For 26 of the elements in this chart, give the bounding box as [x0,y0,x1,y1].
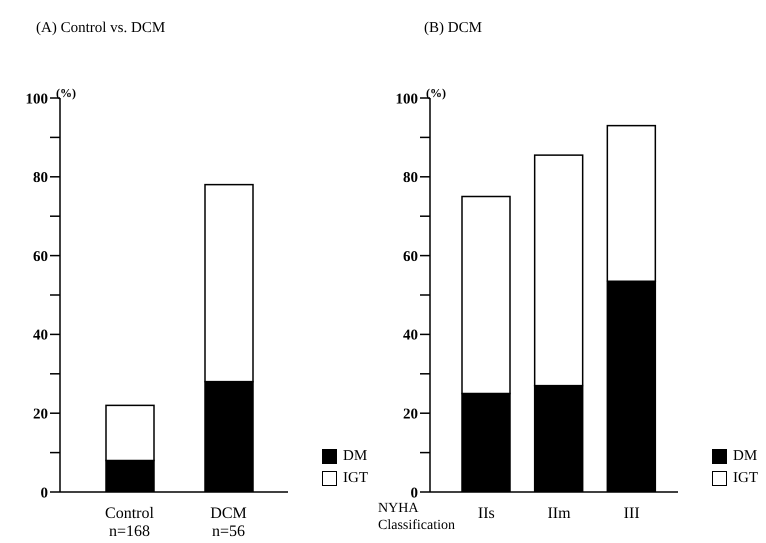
y-tick-label: 100 [26,91,48,108]
y-tick-label: 60 [33,248,48,265]
x-tick-label: IIs [478,505,495,522]
legend-label: DM [733,448,758,464]
y-axis-title: (%) [56,86,76,101]
x-tick-label: III [624,505,640,522]
legend-label: DM [343,448,368,464]
chart-title: (B) DCM [424,20,482,37]
x-tick-label: IIm [547,505,572,522]
y-tick-label: 80 [33,170,48,186]
y-tick-label: 60 [403,248,418,265]
x-tick-label: Control n=168 [105,505,154,540]
y-tick-label: 40 [403,328,418,344]
x-axis-title: NYHA Classification [378,500,456,534]
y-tick-label: 20 [33,406,48,423]
y-tick-label: 40 [33,328,48,344]
y-tick-label: 0 [410,485,418,502]
y-tick-label: 20 [403,406,418,423]
legend-label: IGT [343,470,368,486]
x-tick-label: DCM n=56 [210,505,247,540]
y-tick-label: 100 [396,91,418,108]
y-tick-label: 80 [403,170,418,186]
y-axis-title: (%) [426,86,446,101]
legend-label: IGT [733,470,758,486]
y-tick-label: 0 [40,485,48,502]
chart-title: (A) Control vs. DCM [36,20,166,37]
